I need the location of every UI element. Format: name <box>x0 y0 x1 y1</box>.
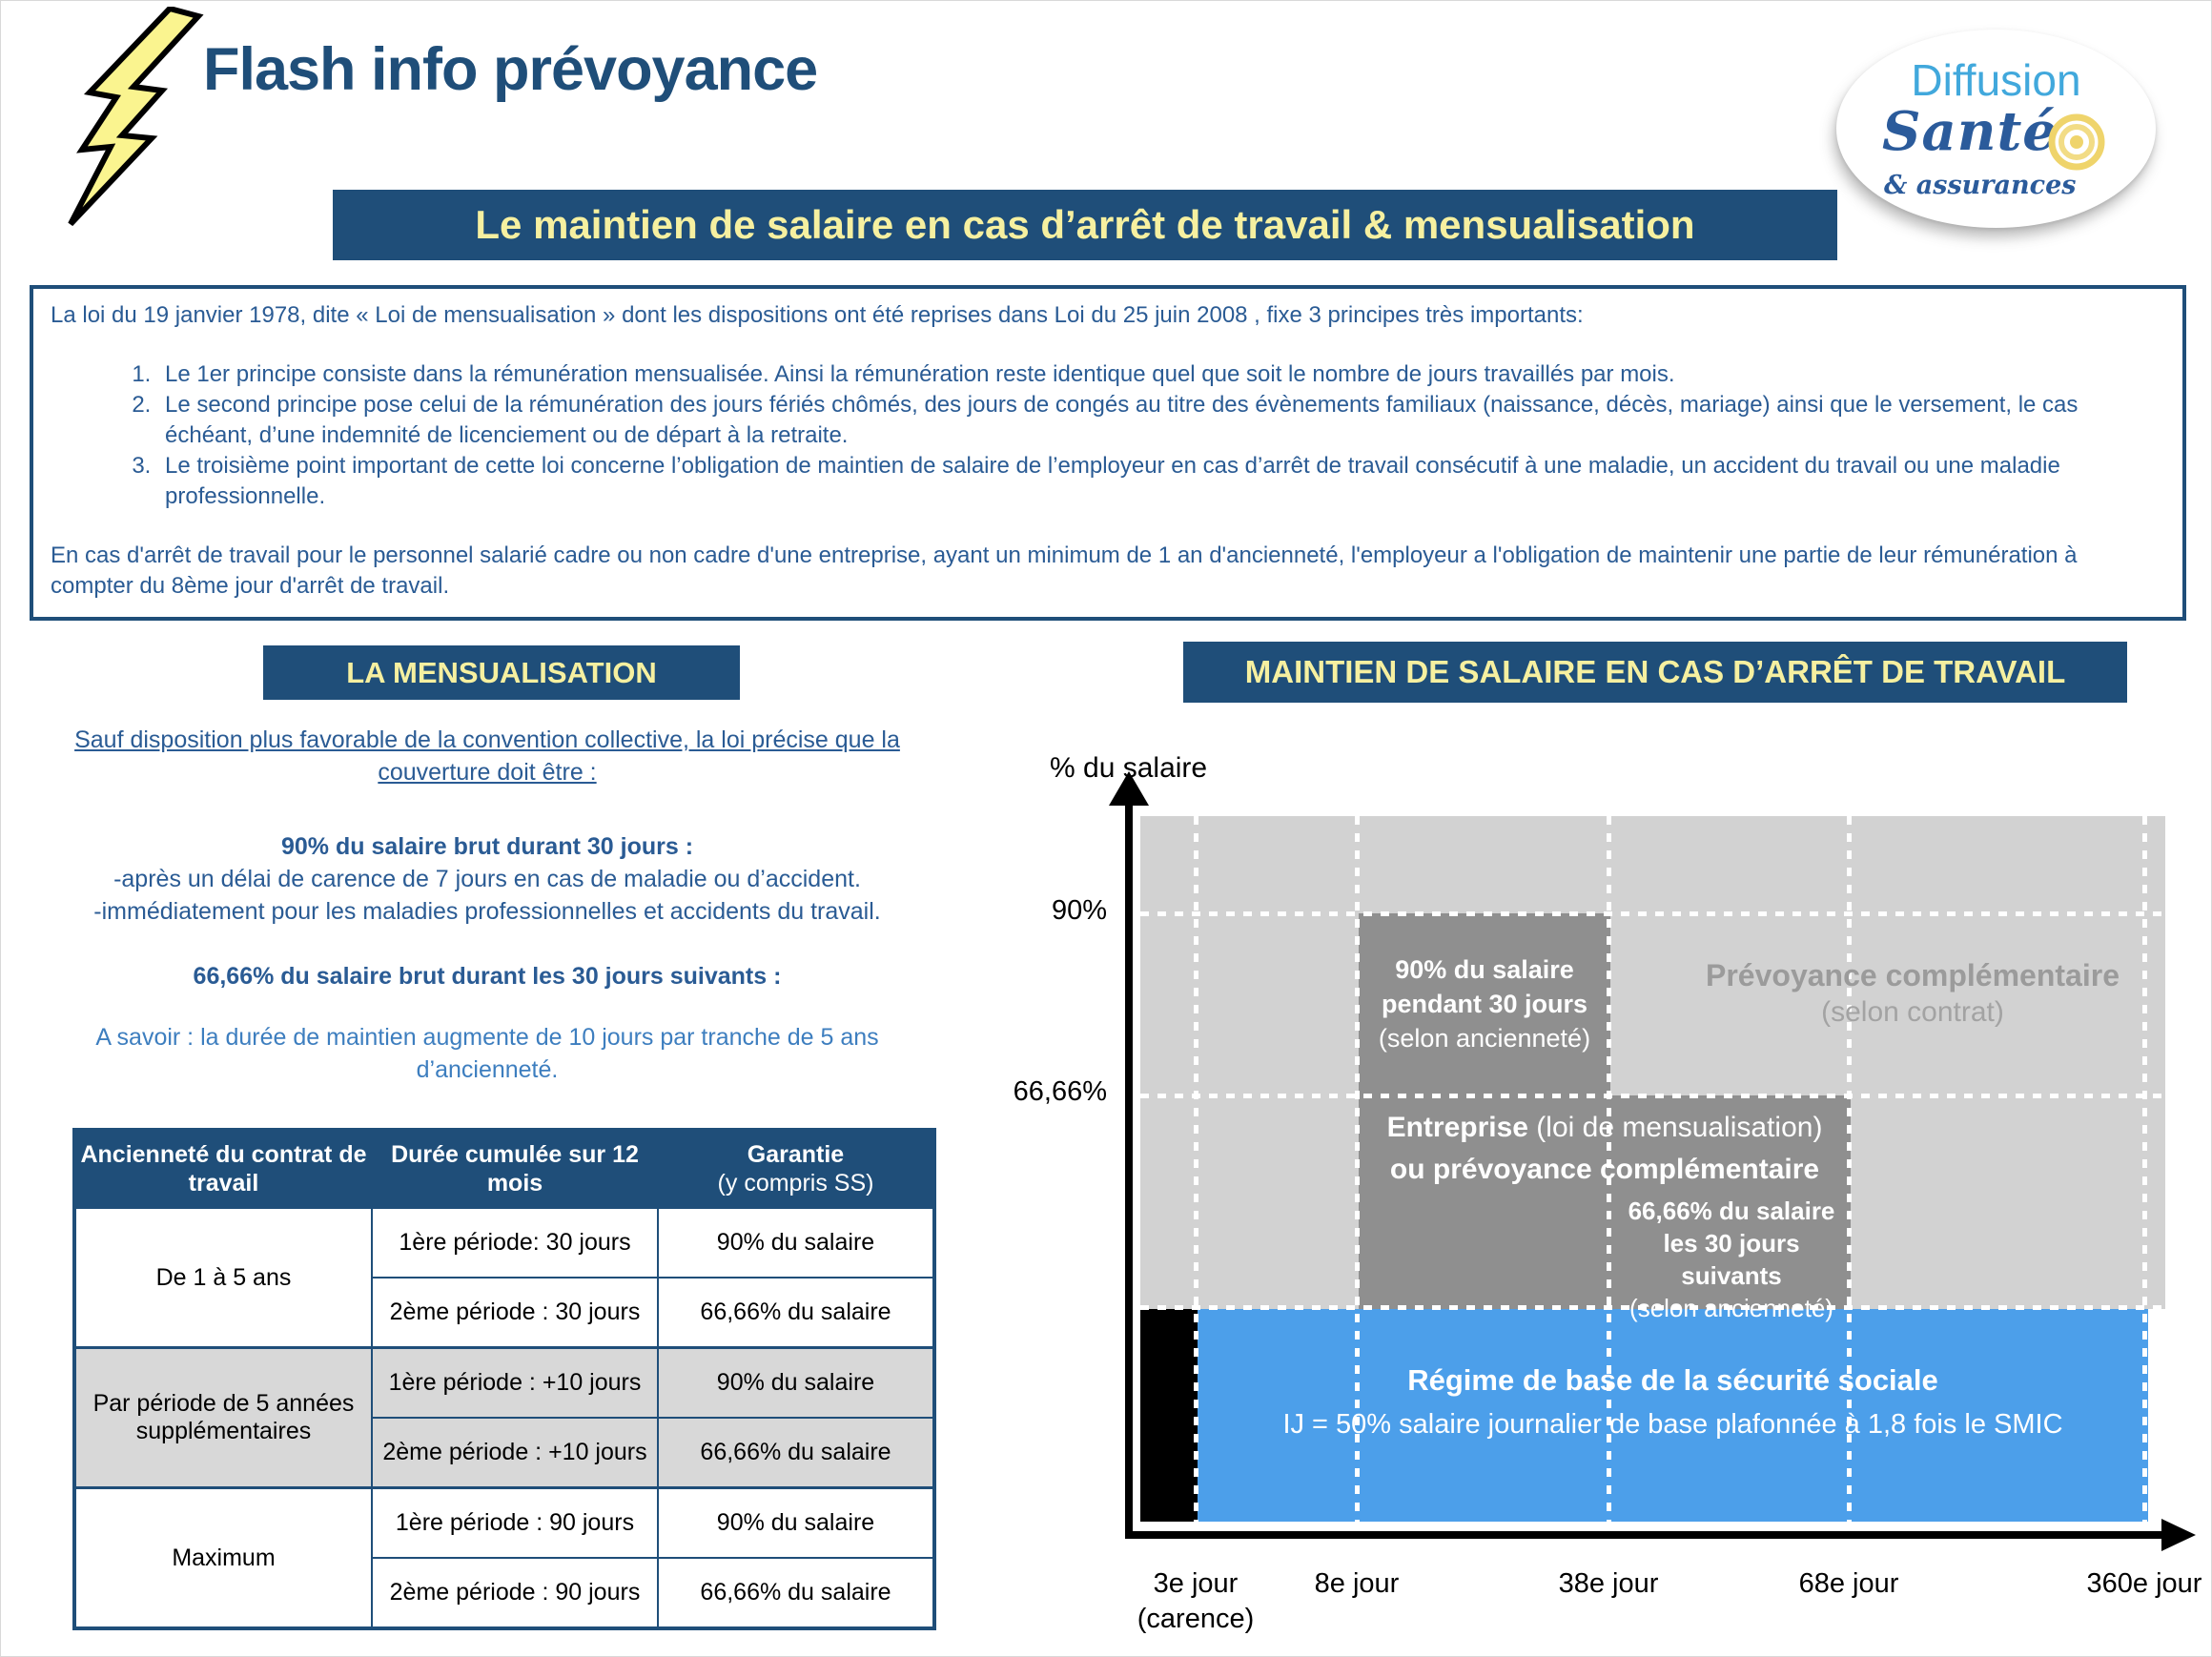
cell-garantie: 66,66% du salaire <box>657 1417 935 1489</box>
label-regime-de-base: Régime de base de la sécurité sociale IJ… <box>1282 1363 2063 1440</box>
label-entreprise: Entreprise (loi de mensualisation) ou pr… <box>1386 1112 1823 1185</box>
cell-garantie: 90% du salaire <box>657 1486 935 1559</box>
col-header-anciennete: Ancienneté du contrat de travail <box>73 1129 373 1209</box>
page-title: Flash info prévoyance <box>203 36 818 103</box>
mensualisation-underlined: Sauf disposition plus favorable de la co… <box>74 726 900 786</box>
label-prevoyance-complementaire: Prévoyance complémentaire (selon contrat… <box>1706 958 2120 1028</box>
x-tick-360e-jour: 360e jour <box>2086 1568 2202 1599</box>
rule1-title: 90% du salaire brut durant 30 jours : <box>280 833 694 860</box>
intro-closing: En cas d'arrêt de travail pour le person… <box>51 542 2078 599</box>
table-row: Maximum 1ère période : 90 jours 90% du s… <box>73 1486 935 1629</box>
cell-duree: 2ème période : 30 jours <box>371 1277 659 1349</box>
logo-word-assurances: & assurances <box>1884 171 2077 200</box>
gridline-68e-jour <box>1847 816 1852 1522</box>
cell-garantie: 90% du salaire <box>657 1206 935 1279</box>
diffusion-sante-logo: Diffusion Santé & assurances <box>1836 30 2156 228</box>
chart-region-90pct <box>1359 913 1610 1095</box>
table-row: 2ème période : 30 jours 66,66% du salair… <box>74 1277 935 1349</box>
gridline-90pct <box>1140 911 2165 916</box>
cell-garantie: 66,66% du salaire <box>657 1557 935 1629</box>
chart-region-carence <box>1140 1309 1198 1522</box>
cell-duree: 1ère période : 90 jours <box>371 1486 659 1559</box>
main-title-banner: Le maintien de salaire en cas d’arrêt de… <box>333 190 1837 260</box>
gridline-8e-jour <box>1355 816 1360 1522</box>
logo-word-diffusion: Diffusion <box>1911 55 2081 105</box>
table-row: Par période de 5 années supplémentaires … <box>73 1346 935 1489</box>
x-axis-arrowhead <box>2161 1519 2196 1551</box>
cell-duree: 1ère période : +10 jours <box>371 1346 659 1419</box>
y-axis <box>1125 797 1133 1539</box>
group-label: Maximum <box>73 1486 373 1629</box>
x-tick-38e-jour: 38e jour <box>1558 1568 1659 1599</box>
cell-garantie: 90% du salaire <box>657 1346 935 1419</box>
x-tick-3e-jour: 3e jour (carence) <box>1137 1568 1255 1634</box>
gridline-66pct <box>1140 1094 2165 1098</box>
gridline-360e-jour <box>2142 816 2147 1522</box>
maintien-salaire-banner: MAINTIEN DE SALAIRE EN CAS D’ARRÊT DE TR… <box>1183 642 2127 703</box>
table-header-row: Ancienneté du contrat de travail Durée c… <box>73 1129 935 1209</box>
intro-list: Le 1er principe consiste dans la rémunér… <box>51 359 2165 512</box>
anciennete-note: A savoir : la durée de maintien augmente… <box>95 1024 879 1083</box>
intro-lead: La loi du 19 janvier 1978, dite « Loi de… <box>51 302 1584 328</box>
x-tick-8e-jour: 8e jour <box>1314 1568 1400 1599</box>
gridline-38e-jour <box>1607 816 1611 1522</box>
intro-item-1: Le 1er principe consiste dans la rémunér… <box>157 359 2165 390</box>
intro-item-3: Le troisième point important de cette lo… <box>157 451 2165 512</box>
x-axis <box>1125 1531 2167 1539</box>
y-tick-66: 66,66% <box>1013 1076 1107 1107</box>
mensualisation-banner: LA MENSUALISATION <box>263 645 740 700</box>
x-tick-68e-jour: 68e jour <box>1798 1568 1899 1599</box>
lightning-bolt-icon <box>68 7 204 226</box>
col-header-duree: Durée cumulée sur 12 mois <box>371 1129 659 1209</box>
y-axis-arrowhead <box>1109 771 1149 806</box>
intro-item-2: Le second principe pose celui de la rému… <box>157 390 2165 451</box>
gridline-3e-jour <box>1194 816 1198 1522</box>
rule2-title: 66,66% du salaire brut durant les 30 jou… <box>193 963 782 990</box>
table-row: 2ème période : +10 jours 66,66% du salai… <box>74 1417 935 1489</box>
gridline-base-top <box>1140 1305 2165 1310</box>
logo-ellipse <box>1836 30 2156 228</box>
logo-word-sante: Santé <box>1882 100 2058 163</box>
table-row: De 1 à 5 ans 1ère période: 30 jours 90% … <box>73 1206 935 1349</box>
label-90pct-30-jours: 90% du salaire pendant 30 jours (selon a… <box>1378 955 1591 1053</box>
label-66pct-30-jours-suivants: 66,66% du salaire les 30 jours suivants … <box>1628 1197 1835 1322</box>
group-label: De 1 à 5 ans <box>73 1206 373 1349</box>
col-header-garantie: Garantie (y compris SS) <box>657 1129 935 1209</box>
cell-duree: 1ère période: 30 jours <box>371 1206 659 1279</box>
chart-region-entreprise <box>1359 1095 1851 1309</box>
anciennete-table-wrap: Ancienneté du contrat de travail Durée c… <box>72 1128 936 1630</box>
rule1-line1: -après un délai de carence de 7 jours en… <box>113 866 861 892</box>
anciennete-table: Ancienneté du contrat de travail Durée c… <box>72 1128 936 1630</box>
y-tick-90: 90% <box>1051 895 1107 926</box>
rule1-line2: -immédiatement pour les maladies profess… <box>93 898 881 925</box>
sun-swirl-icon <box>2048 113 2105 171</box>
cell-duree: 2ème période : +10 jours <box>371 1417 659 1489</box>
mensualisation-text: Sauf disposition plus favorable de la co… <box>58 724 916 1086</box>
table-row: 2ème période : 90 jours 66,66% du salair… <box>74 1557 935 1629</box>
cell-garantie: 66,66% du salaire <box>657 1277 935 1349</box>
group-label: Par période de 5 années supplémentaires <box>73 1346 373 1489</box>
intro-box: La loi du 19 janvier 1978, dite « Loi de… <box>30 285 2186 621</box>
cell-duree: 2ème période : 90 jours <box>371 1557 659 1629</box>
